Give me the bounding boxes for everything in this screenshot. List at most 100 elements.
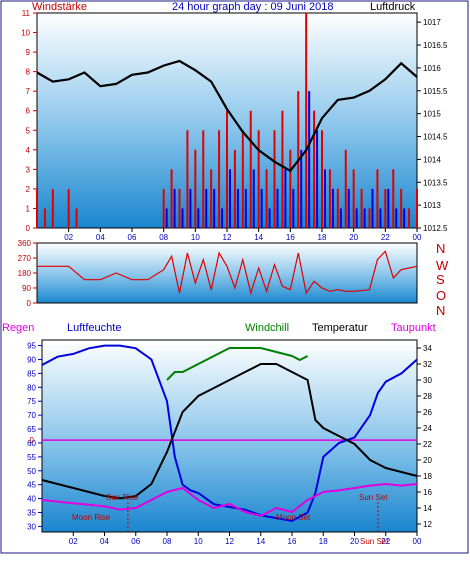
temperature-axis-tick-label: 22: [423, 440, 432, 449]
humidity-axis-tick-label: 55: [27, 453, 36, 462]
pressure-axis-tick-label: 1017: [423, 18, 441, 27]
time-axis-tick-label: 10: [194, 537, 203, 546]
direction-label-w: W: [436, 258, 449, 273]
wind-axis-tick-label: 8: [26, 68, 31, 77]
wind-axis-tick-label: 7: [26, 87, 31, 96]
pressure-axis-tick-label: 1013.5: [423, 178, 448, 187]
panel-2-background: [36, 242, 418, 304]
time-axis-tick-label: 18: [319, 537, 328, 546]
wind-axis-tick-label: 3: [26, 165, 31, 174]
pressure-axis-tick-label: 1016: [423, 64, 441, 73]
direction-axis-tick-label: 90: [22, 284, 31, 293]
direction-axis-tick-label: 180: [18, 269, 32, 278]
temperature-axis-tick-label: 30: [423, 376, 432, 385]
humidity-axis-tick-label: 75: [27, 397, 36, 406]
time-axis-tick-label: 08: [163, 537, 172, 546]
time-axis-tick-label: 10: [191, 233, 200, 242]
time-axis-tick-label: 14: [256, 537, 265, 546]
humidity-axis-tick-label: 35: [27, 509, 36, 518]
wind-axis-tick-label: 9: [26, 48, 31, 57]
humidity-axis-tick-label: 40: [27, 495, 36, 504]
time-axis-tick-label: 04: [96, 233, 105, 242]
time-axis-tick-label: 00: [413, 537, 422, 546]
pressure-line: [36, 59, 418, 173]
wind-axis-tick-label: 2: [26, 185, 31, 194]
chart-title: 24 hour graph day : 09 Juni 2018: [172, 1, 333, 13]
direction-label-n-bottom: N: [436, 303, 445, 318]
pressure-axis-tick-label: 1012.5: [423, 224, 448, 233]
humidity-axis-tick-label: 30: [27, 522, 36, 531]
humidity-axis-tick-label: 85: [27, 369, 36, 378]
humidity-axis-tick-label: 50: [27, 467, 36, 476]
wind-axis-tick-label: 1: [26, 204, 31, 213]
time-axis-tick-label: 16: [288, 537, 297, 546]
sun-rise-label: Sun Rise: [106, 493, 139, 502]
wind-direction-line: [37, 250, 418, 296]
humidity-axis-tick-label: 90: [27, 355, 36, 364]
temperature-axis-tick-label: 32: [423, 360, 432, 369]
time-axis-tick-label: 14: [254, 233, 263, 242]
time-axis-tick-label: 12: [223, 233, 232, 242]
humidity-axis-tick-label: 80: [27, 383, 36, 392]
time-axis-tick-label: 18: [318, 233, 327, 242]
pressure-axis-tick-label: 1016.5: [423, 41, 448, 50]
pressure-axis-tick-label: 1014: [423, 155, 441, 164]
wind-axis-tick-label: 10: [21, 29, 30, 38]
dewpoint-line: [41, 482, 418, 518]
time-axis-tick-label: 06: [131, 537, 140, 546]
temperature-axis-tick-label: 28: [423, 392, 432, 401]
humidity-axis-tick-label: 65: [27, 425, 36, 434]
direction-label-n-top: N: [436, 241, 445, 256]
rain-zero-label: 0: [30, 436, 35, 445]
humidity-axis-tick-label: 70: [27, 411, 36, 420]
direction-axis-tick-label: 360: [18, 239, 32, 248]
time-axis-tick-label: 06: [128, 233, 137, 242]
temperature-axis-tick-label: 14: [423, 504, 432, 513]
temperature-axis-tick-label: 12: [423, 520, 432, 529]
windstaerke-label: Windstärke: [32, 1, 87, 13]
direction-label-s: S: [436, 272, 445, 287]
temperature-axis-tick-label: 24: [423, 424, 432, 433]
sun-set-label: Sun Set: [359, 493, 388, 502]
wind-axis-tick-label: 6: [26, 107, 31, 116]
time-axis-tick-label: 02: [69, 537, 78, 546]
windchill-label: Windchill: [245, 322, 289, 334]
wind-axis-tick-label: 0: [26, 224, 31, 233]
temperature-axis-tick-label: 34: [423, 344, 432, 353]
time-axis-tick-label: 04: [100, 537, 109, 546]
sun-set-label-axis: Sun Set: [360, 537, 389, 546]
wind-axis-tick-label: 11: [22, 9, 31, 18]
direction-label-o: O: [436, 288, 446, 303]
wind-direction-panel: 0 90 180 270 360: [18, 239, 418, 308]
time-axis-tick-label: 20: [350, 537, 359, 546]
time-axis-tick-label: 02: [64, 233, 73, 242]
humidity-temperature-panel: 30 35 40 45 50 55 60 65 70 75 80 85 90 95 12 14 16 18 20 22…: [27, 339, 432, 546]
wind-axis-tick-label: 5: [26, 126, 31, 135]
luftdruck-label: Luftdruck: [370, 1, 416, 13]
taupunkt-label: Taupunkt: [391, 322, 436, 334]
pressure-axis-tick-label: 1015: [423, 110, 441, 119]
time-axis-tick-label: 12: [225, 537, 234, 546]
luftfeuchte-label: Luftfeuchte: [67, 322, 121, 334]
pressure-axis-tick-label: 1015.5: [423, 87, 448, 96]
time-axis-tick-label: 16: [286, 233, 295, 242]
time-axis-tick-label: 22: [381, 233, 390, 242]
humidity-line: [41, 344, 418, 522]
pressure-axis-tick-label: 1013: [423, 201, 441, 210]
humidity-axis-tick-label: 45: [27, 481, 36, 490]
wind-pressure-panel: 012345678910111012.510131013.510141014.5…: [21, 9, 448, 242]
humidity-axis-tick-label: 60: [27, 439, 36, 448]
time-axis-tick-label: 22: [381, 537, 390, 546]
windchill-line: [166, 347, 309, 381]
time-axis-tick-label: 00: [413, 233, 422, 242]
direction-axis-tick-label: 0: [27, 299, 32, 308]
direction-axis-tick-label: 270: [18, 254, 32, 263]
temperature-axis-tick-label: 18: [423, 472, 432, 481]
humidity-axis-tick-label: 95: [27, 342, 36, 351]
temperatur-label: Temperatur: [312, 322, 368, 334]
temperature-line: [41, 363, 418, 500]
time-axis-tick-label: 08: [159, 233, 168, 242]
temperature-axis-tick-label: 16: [423, 488, 432, 497]
temperature-axis-tick-label: 20: [423, 456, 432, 465]
direction-labels: N W S O N: [436, 241, 449, 318]
